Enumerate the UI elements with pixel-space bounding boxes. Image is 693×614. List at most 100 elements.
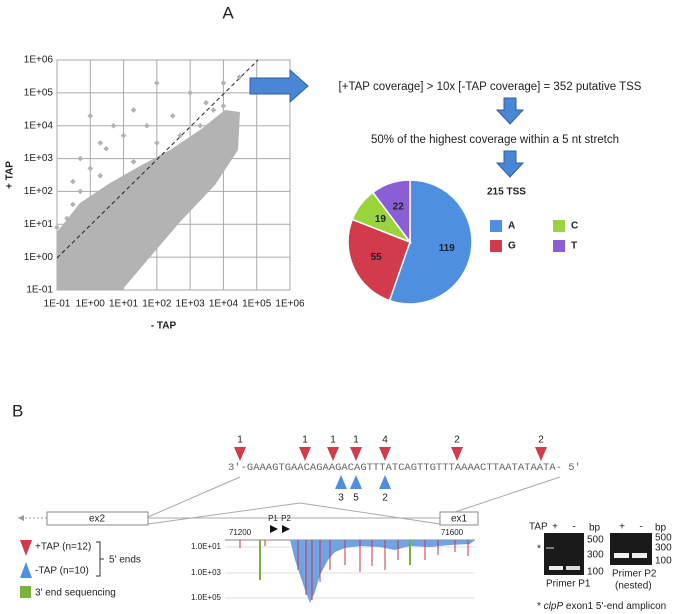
scatter-point <box>187 155 193 162</box>
coverage-3prime <box>259 540 411 580</box>
plus-tap-marker <box>379 447 391 461</box>
lane-label: + <box>619 522 625 533</box>
scatter-point <box>197 122 203 129</box>
primer-marker <box>270 525 278 533</box>
size-label: 500 <box>655 533 672 544</box>
legend-swatch <box>553 240 565 252</box>
pie-slice <box>371 179 411 245</box>
panel-label: A <box>222 3 234 22</box>
minus-tap-marker <box>350 475 362 489</box>
plus-tap-count: 1 <box>302 435 308 446</box>
y-tick-label: 1E+02 <box>24 186 54 197</box>
size-label: 100 <box>655 556 672 567</box>
gel-label: bp <box>589 523 601 534</box>
y-tick-label: 1E+01 <box>24 219 54 230</box>
gel-caption: Primer P2 <box>612 569 657 580</box>
lane-label: + <box>552 522 558 533</box>
footnote: * clpP exon1 5'-end amplicon <box>537 601 666 612</box>
legend-swatch <box>490 240 502 252</box>
scatter-point <box>103 145 109 152</box>
legend-label: T <box>571 241 577 252</box>
plus-tap-count: 2 <box>538 435 544 446</box>
coverage-y-label: 1.0E+01 <box>191 542 222 551</box>
plus-tap-count: 1 <box>353 435 359 446</box>
plus-tap-marker <box>327 447 339 461</box>
primer-label: P2 <box>281 514 291 523</box>
size-label: 100 <box>587 567 604 578</box>
coordinate-label: 71600 <box>441 528 464 537</box>
pie-slice <box>347 218 411 302</box>
arrow <box>249 68 309 104</box>
footnote-part: * <box>537 601 544 612</box>
plus-tap-marker <box>350 447 362 461</box>
plus-tap-marker <box>299 447 311 461</box>
exon-label: ex2 <box>89 514 106 525</box>
scatter-point <box>203 99 209 106</box>
x-axis-label: - TAP <box>151 321 177 332</box>
x-tick-label: 1E+03 <box>176 299 206 310</box>
gel-band <box>566 566 580 570</box>
coverage-y-label: 1.0E+03 <box>191 568 222 577</box>
scatter-point <box>97 140 104 146</box>
scatter-point <box>154 140 160 146</box>
minus-tap-marker <box>335 475 347 489</box>
bracket <box>96 541 104 577</box>
minus-tap-count: 5 <box>353 493 359 504</box>
lane-label: - <box>639 522 642 533</box>
y-tick-label: 1E+06 <box>24 55 54 66</box>
exon-box <box>46 511 149 526</box>
scatter-point <box>164 165 170 172</box>
scatter-point <box>110 122 117 129</box>
scatter-point <box>64 238 70 245</box>
legend-label: 3' end sequencing <box>35 588 116 599</box>
minus-tap-count: 3 <box>338 493 344 504</box>
arrow-head <box>18 515 24 521</box>
lane-label: - <box>572 522 575 533</box>
minus-tap-count: 2 <box>382 493 388 504</box>
legend-marker <box>20 540 32 556</box>
scatter-point <box>70 201 76 208</box>
exon-label: ex1 <box>451 514 468 525</box>
x-tick-label: 1E+02 <box>142 299 172 310</box>
arrow <box>495 97 525 125</box>
legend-marker <box>20 562 32 578</box>
gel-caption: (nested) <box>615 581 652 592</box>
threshold-line <box>56 59 259 259</box>
legend-label: C <box>571 221 578 232</box>
coverage-plus-tap <box>239 540 469 600</box>
scatter-point <box>130 107 137 113</box>
y-tick-label: 1E+00 <box>24 252 54 263</box>
gel-band <box>632 553 647 558</box>
primer-marker <box>282 525 290 533</box>
scatter-point <box>130 158 137 165</box>
gel-label: TAP <box>529 522 548 533</box>
legend-label: +TAP (n=12) <box>35 542 91 553</box>
gel-band <box>546 547 554 549</box>
gel-label: bp <box>655 523 667 534</box>
scatter-point <box>177 132 183 139</box>
size-label: 300 <box>587 550 604 561</box>
x-tick-label: 1E+01 <box>109 299 139 310</box>
y-tick-label: 1E-01 <box>26 285 53 296</box>
y-tick-label: 1E+04 <box>24 120 54 131</box>
plus-tap-marker <box>451 447 463 461</box>
x-tick-label: 1E-01 <box>44 299 71 310</box>
plus-tap-count: 1 <box>330 435 336 446</box>
x-tick-label: 1E+04 <box>209 299 239 310</box>
y-tick-label: 1E+05 <box>24 87 54 98</box>
slice-label: 119 <box>439 243 456 254</box>
plus-tap-count: 1 <box>237 435 243 446</box>
scatter-point <box>70 178 76 185</box>
legend-label: -TAP (n=10) <box>35 566 89 577</box>
plus-tap-marker <box>535 447 547 461</box>
coverage-minus-tap <box>290 540 475 603</box>
gel-caption: Primer P1 <box>546 579 591 590</box>
minus-tap-marker <box>379 475 391 489</box>
primer-label: P1 <box>268 514 278 523</box>
arrow <box>495 150 525 178</box>
coverage-y-label: 1.0E+05 <box>191 593 222 602</box>
legend-label: A <box>508 221 515 232</box>
scatter-point <box>236 74 243 81</box>
scatter-point <box>87 165 94 172</box>
